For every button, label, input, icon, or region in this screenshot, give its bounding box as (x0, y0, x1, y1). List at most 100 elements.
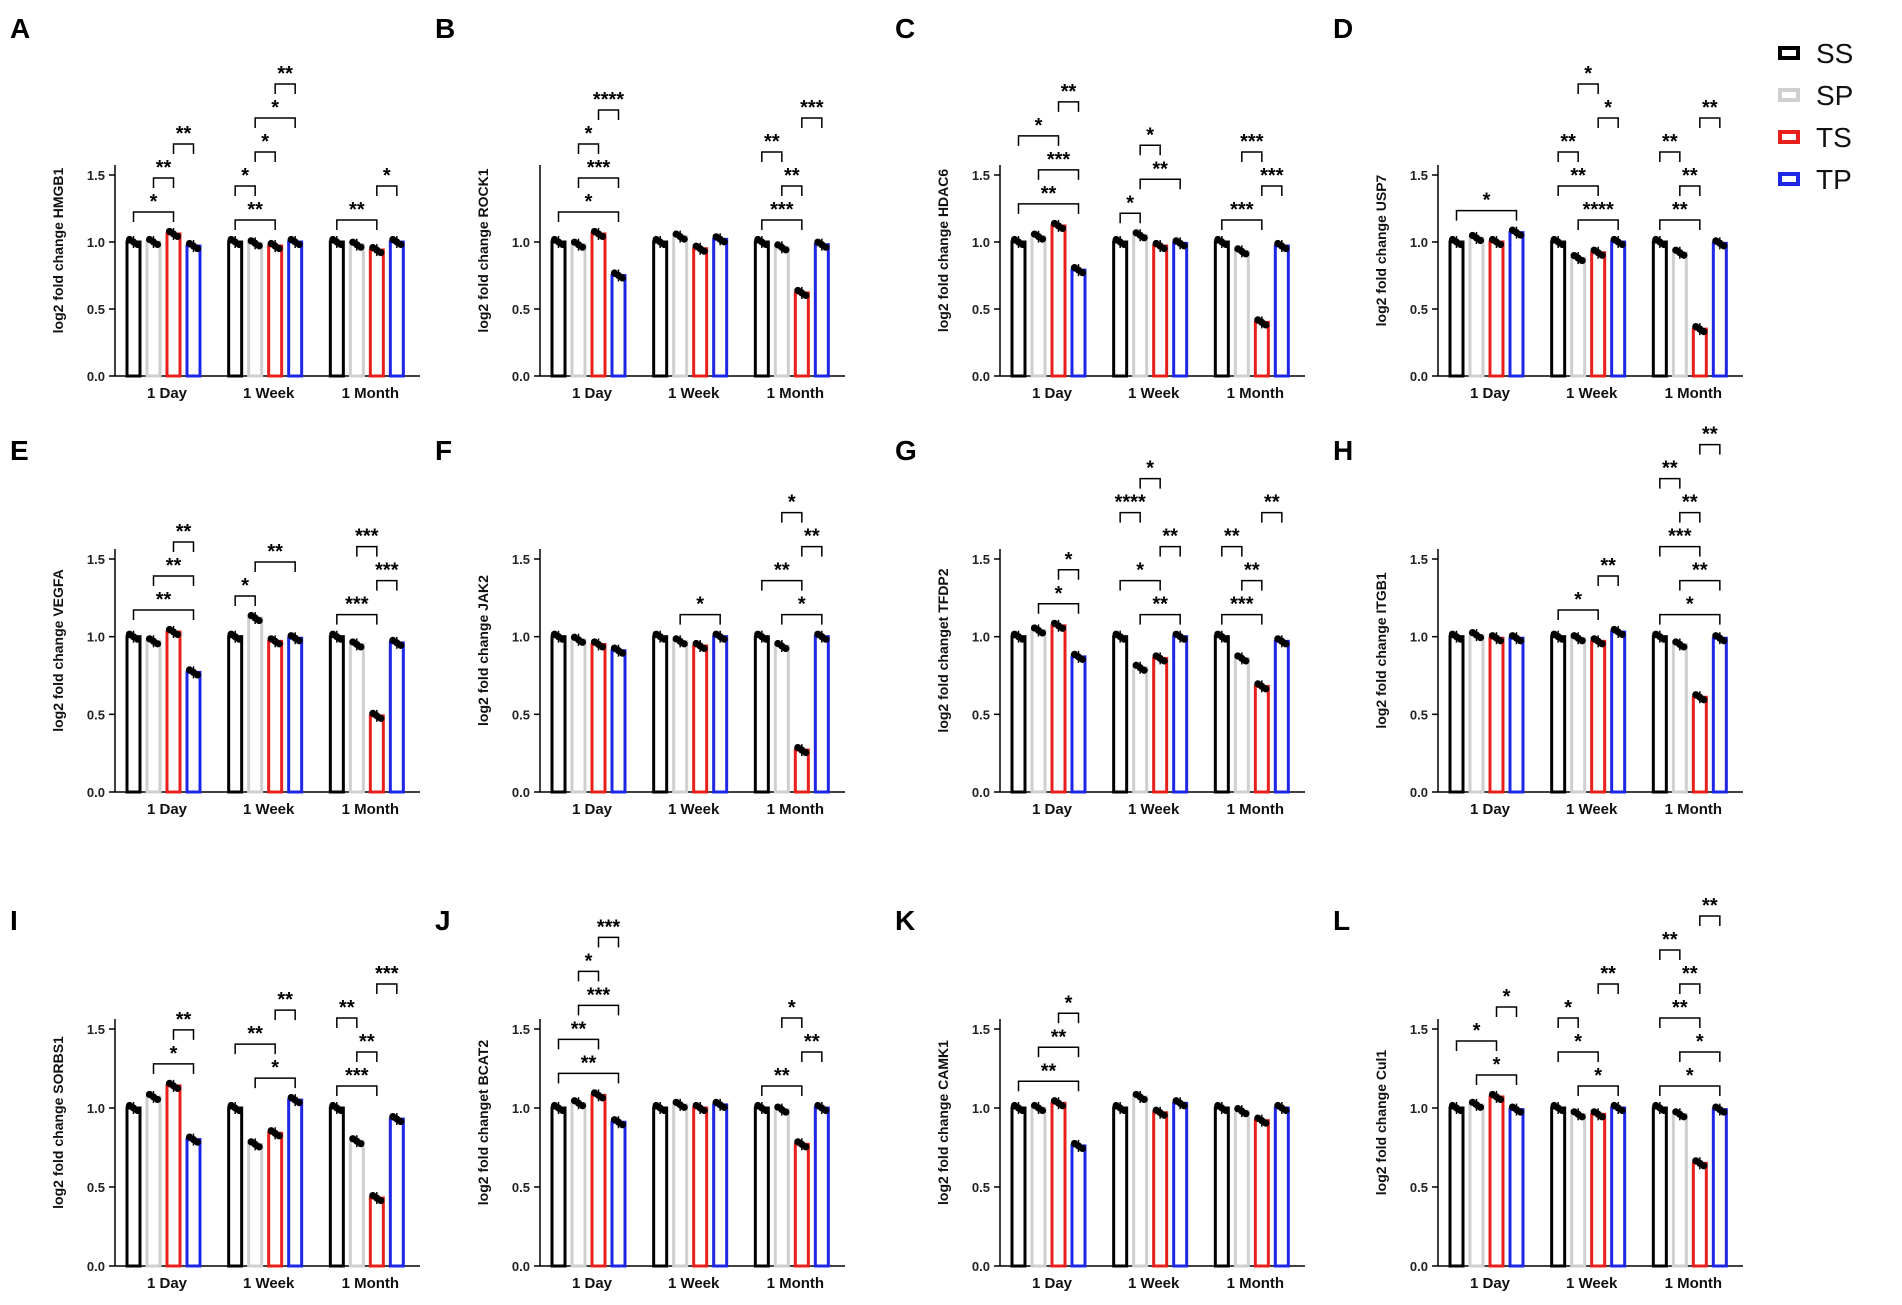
significance-bracket (781, 185, 803, 196)
x-tick-label: 1 Day (1032, 385, 1073, 402)
data-point (1720, 637, 1728, 645)
x-tick-label: 1 Week (668, 1275, 720, 1292)
y-tick-label: 0.0 (972, 785, 990, 800)
data-point (1496, 240, 1505, 249)
significance-label: ** (1560, 131, 1576, 153)
bar-tp (1070, 1144, 1087, 1268)
significance-bracket (1057, 101, 1080, 112)
data-point (1180, 635, 1188, 643)
panel-letter: J (435, 905, 451, 936)
data-point (1578, 637, 1586, 645)
significance-bracket (557, 211, 620, 222)
panel-letter: G (895, 435, 917, 466)
significance-label: ** (349, 199, 365, 221)
bar-ts (590, 232, 607, 378)
significance-label: *** (1047, 149, 1071, 171)
significance-label: * (1065, 992, 1073, 1014)
bar-ss (1550, 240, 1567, 378)
x-tick-label: 1 Day (147, 801, 188, 818)
significance-bracket (1659, 949, 1681, 960)
y-tick-label: 0.0 (87, 785, 105, 800)
data-point (1660, 635, 1668, 643)
significance-bracket (761, 219, 803, 230)
significance-bracket (1455, 1040, 1498, 1051)
bar-tp (1610, 1106, 1627, 1268)
significance-bracket (254, 151, 276, 162)
significance-label: *** (355, 526, 379, 548)
bar-sp (1570, 256, 1587, 378)
data-point (1222, 635, 1230, 643)
significance-bracket (801, 545, 823, 557)
y-axis-label: log2 fold change JAK2 (475, 575, 491, 726)
data-point (1078, 1144, 1087, 1153)
data-point (1578, 256, 1586, 265)
data-point (275, 640, 283, 648)
significance-label: * (788, 492, 796, 514)
bar-tp (287, 636, 304, 794)
y-tick-label: 1.5 (87, 1022, 105, 1037)
significance-bracket (172, 1029, 195, 1040)
data-point (1058, 224, 1067, 233)
data-point (1598, 640, 1606, 648)
significance-label: ** (784, 165, 800, 187)
legend-swatch-sp (1778, 88, 1800, 102)
significance-label: * (1136, 560, 1144, 582)
data-point (255, 1143, 263, 1151)
significance-bracket (1241, 579, 1263, 591)
x-tick-label: 1 Month (1665, 801, 1723, 818)
bar-ts (793, 748, 810, 794)
significance-bracket (356, 1051, 378, 1062)
significance-bracket (376, 579, 398, 591)
data-point (700, 1106, 708, 1115)
data-point (295, 1099, 303, 1107)
data-point (295, 240, 303, 249)
x-tick-label: 1 Month (342, 1275, 400, 1292)
data-point (1140, 234, 1148, 242)
significance-bracket (1221, 545, 1243, 557)
data-point (1038, 1106, 1047, 1115)
bar-sp (1233, 1109, 1250, 1268)
data-point (578, 638, 587, 646)
data-point (660, 240, 668, 249)
significance-label: * (1696, 1031, 1704, 1053)
significance-bracket (234, 185, 256, 196)
bar-ss (1448, 1106, 1465, 1268)
significance-bracket (274, 83, 296, 94)
significance-label: **** (1115, 492, 1146, 514)
significance-label: * (1065, 549, 1073, 571)
x-tick-label: 1 Day (572, 801, 613, 818)
bar-sp (570, 1101, 587, 1268)
panel-j: J 0.0 0.5 1.0 1.5 log2 fold changet BCAT2 1 Da… (435, 905, 845, 1292)
data-point (1038, 235, 1047, 243)
bar-sp (1233, 656, 1250, 794)
bar-tp (287, 240, 304, 378)
x-tick-label: 1 Day (572, 385, 613, 402)
significance-bracket (577, 143, 600, 154)
bar-sp (773, 644, 790, 794)
significance-bracket (1119, 579, 1161, 591)
data-point (133, 240, 142, 249)
bar-tp (712, 237, 729, 378)
data-point (1700, 696, 1708, 704)
y-tick-label: 1.0 (512, 630, 530, 645)
legend-swatch-ss (1778, 46, 1800, 60)
data-point (822, 635, 830, 643)
y-tick-label: 0.0 (972, 369, 990, 384)
panel-letter: H (1333, 435, 1353, 466)
significance-label: * (1594, 1065, 1602, 1087)
x-tick-label: 1 Week (243, 1275, 295, 1292)
x-tick-label: 1 Week (1566, 385, 1618, 402)
significance-bracket (1557, 609, 1599, 621)
data-point (1018, 1106, 1027, 1115)
bar-sp (145, 1095, 162, 1268)
significance-label: *** (770, 199, 794, 221)
bar-ss (1213, 635, 1230, 794)
data-point (782, 1108, 790, 1116)
data-point (1516, 1108, 1525, 1116)
significance-bracket (761, 151, 783, 162)
significance-bracket (1699, 915, 1721, 926)
data-point (1680, 251, 1688, 259)
bar-ss (125, 240, 142, 378)
data-point (1038, 629, 1047, 637)
data-point (1140, 666, 1148, 674)
